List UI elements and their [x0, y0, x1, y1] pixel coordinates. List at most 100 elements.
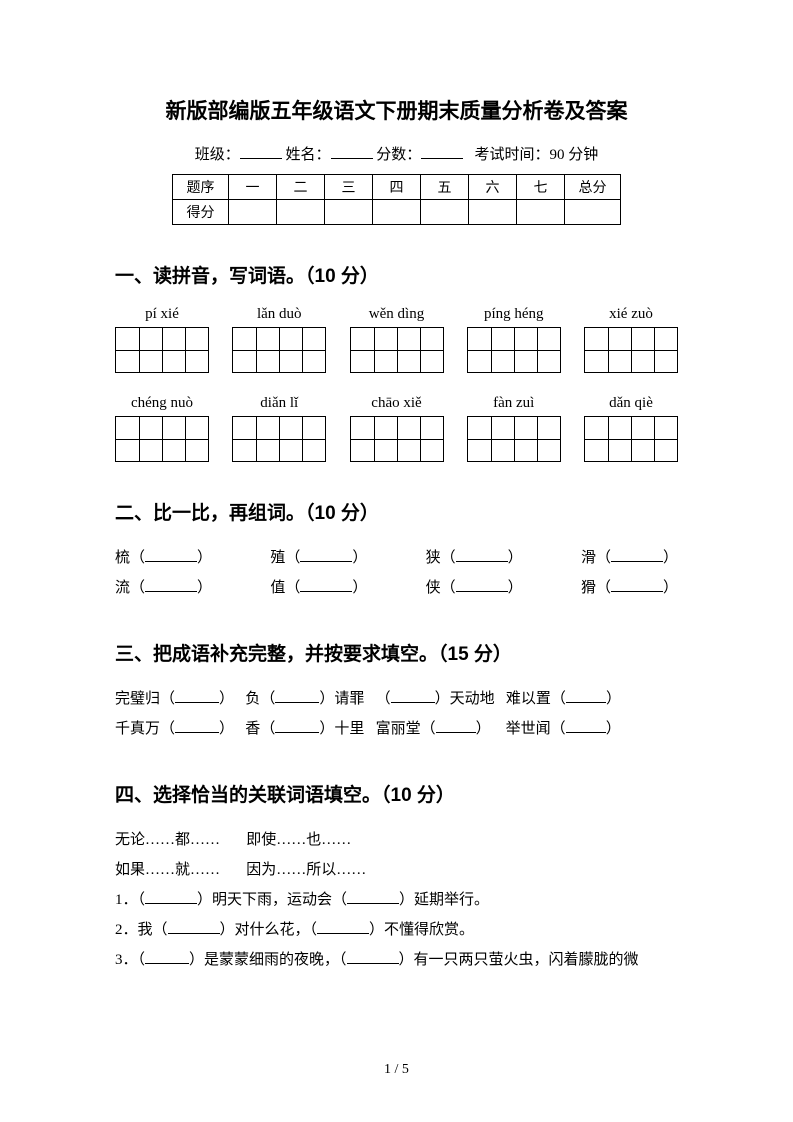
- section-1-heading: 一、读拼音，写词语。（10 分）: [115, 261, 678, 288]
- blank[interactable]: [456, 578, 508, 592]
- frag: 3．（: [115, 952, 145, 968]
- blank[interactable]: [317, 920, 369, 934]
- pinyin: diǎn lǐ: [232, 395, 326, 412]
- blank[interactable]: [456, 548, 508, 562]
- cell: 六: [469, 175, 517, 200]
- answer-box[interactable]: [232, 416, 326, 462]
- cell: 五: [421, 175, 469, 200]
- blank[interactable]: [175, 719, 219, 733]
- option-line: 如果……就…… 因为……所以……: [115, 855, 678, 885]
- cell-blank[interactable]: [277, 200, 325, 225]
- class-blank[interactable]: [240, 145, 282, 159]
- idiom-row: 千真万（） 香（）十里 富丽堂（） 举世闻（）: [115, 714, 678, 744]
- answer-box[interactable]: [350, 327, 444, 373]
- pinyin: dǎn qiè: [584, 395, 678, 412]
- frag: 天动地: [450, 691, 495, 707]
- blank[interactable]: [611, 548, 663, 562]
- blank[interactable]: [275, 719, 319, 733]
- blank[interactable]: [300, 578, 352, 592]
- answer-box[interactable]: [115, 327, 209, 373]
- blank[interactable]: [145, 548, 197, 562]
- answer-box[interactable]: [467, 327, 561, 373]
- answer-box[interactable]: [467, 416, 561, 462]
- blank[interactable]: [145, 890, 197, 904]
- char: 流: [115, 580, 130, 596]
- blank[interactable]: [168, 920, 220, 934]
- cell-blank[interactable]: [373, 200, 421, 225]
- frag: ）延期举行。: [399, 892, 489, 908]
- score-table: 题序 一 二 三 四 五 六 七 总分 得分: [172, 174, 621, 225]
- table-row: 得分: [173, 200, 621, 225]
- frag: 完璧归: [115, 691, 160, 707]
- char: 猾: [581, 580, 596, 596]
- document-title: 新版部编版五年级语文下册期末质量分析卷及答案: [115, 95, 678, 125]
- compare-row: 流（） 值（） 侠（） 猾（）: [115, 573, 678, 603]
- cell-blank[interactable]: [517, 200, 565, 225]
- answer-box[interactable]: [350, 416, 444, 462]
- frag: 举世闻: [506, 721, 551, 737]
- blank[interactable]: [391, 689, 435, 703]
- option: 无论……都……: [115, 832, 220, 848]
- name-label: 姓名：: [285, 147, 330, 163]
- cell: 三: [325, 175, 373, 200]
- blank[interactable]: [275, 689, 319, 703]
- blank[interactable]: [566, 689, 606, 703]
- frag: ）对什么花，（: [220, 922, 318, 938]
- option: 即使……也……: [246, 832, 351, 848]
- blank[interactable]: [347, 890, 399, 904]
- pinyin: píng héng: [467, 306, 561, 323]
- frag: ）有一只两只萤火虫，闪着朦胧的微: [399, 952, 639, 968]
- frag: 请罪: [334, 691, 364, 707]
- frag: ）是蒙蒙细雨的夜晚，（: [189, 952, 347, 968]
- blank[interactable]: [436, 719, 476, 733]
- cell-blank[interactable]: [325, 200, 373, 225]
- section-4-heading: 四、选择恰当的关联词语填空。（10 分）: [115, 780, 678, 807]
- cell: 七: [517, 175, 565, 200]
- blank[interactable]: [145, 578, 197, 592]
- score-blank[interactable]: [421, 145, 463, 159]
- cell-header: 题序: [173, 175, 229, 200]
- char: 梳: [115, 550, 130, 566]
- answer-box-row: [115, 327, 678, 373]
- blank[interactable]: [175, 689, 219, 703]
- page-number: 1 / 5: [0, 1062, 793, 1078]
- answer-box[interactable]: [232, 327, 326, 373]
- class-label: 班级：: [195, 147, 240, 163]
- section-2-heading: 二、比一比，再组词。（10 分）: [115, 498, 678, 525]
- char: 滑: [581, 550, 596, 566]
- answer-box[interactable]: [584, 416, 678, 462]
- cell-blank[interactable]: [421, 200, 469, 225]
- compare-row: 梳（） 殖（） 狭（） 滑（）: [115, 543, 678, 573]
- question-line: 3．（ ）是蒙蒙细雨的夜晚，（ ）有一只两只萤火虫，闪着朦胧的微: [115, 945, 678, 975]
- answer-box[interactable]: [584, 327, 678, 373]
- blank[interactable]: [347, 950, 399, 964]
- cell-blank[interactable]: [469, 200, 517, 225]
- cell: 二: [277, 175, 325, 200]
- cell-blank[interactable]: [565, 200, 621, 225]
- cell: 四: [373, 175, 421, 200]
- pinyin: wěn dìng: [350, 306, 444, 323]
- idiom-row: 完璧归（） 负（）请罪 （）天动地 难以置（）: [115, 684, 678, 714]
- blank[interactable]: [145, 950, 189, 964]
- frag: 香: [245, 721, 260, 737]
- char: 侠: [426, 580, 441, 596]
- pinyin: fàn zuì: [467, 395, 561, 412]
- cell: 总分: [565, 175, 621, 200]
- table-row: 题序 一 二 三 四 五 六 七 总分: [173, 175, 621, 200]
- char: 殖: [270, 550, 285, 566]
- frag: 难以置: [506, 691, 551, 707]
- blank[interactable]: [566, 719, 606, 733]
- name-blank[interactable]: [331, 145, 373, 159]
- frag: ）明天下雨，运动会（: [197, 892, 347, 908]
- frag: 富丽堂: [376, 721, 421, 737]
- cell-blank[interactable]: [229, 200, 277, 225]
- time-label: 考试时间：90 分钟: [475, 147, 599, 163]
- frag: 十里: [334, 721, 364, 737]
- option: 因为……所以……: [246, 862, 366, 878]
- blank[interactable]: [300, 548, 352, 562]
- blank[interactable]: [611, 578, 663, 592]
- frag: ）不懂得欣赏。: [369, 922, 474, 938]
- char: 狭: [426, 550, 441, 566]
- answer-box[interactable]: [115, 416, 209, 462]
- pinyin: pí xié: [115, 306, 209, 323]
